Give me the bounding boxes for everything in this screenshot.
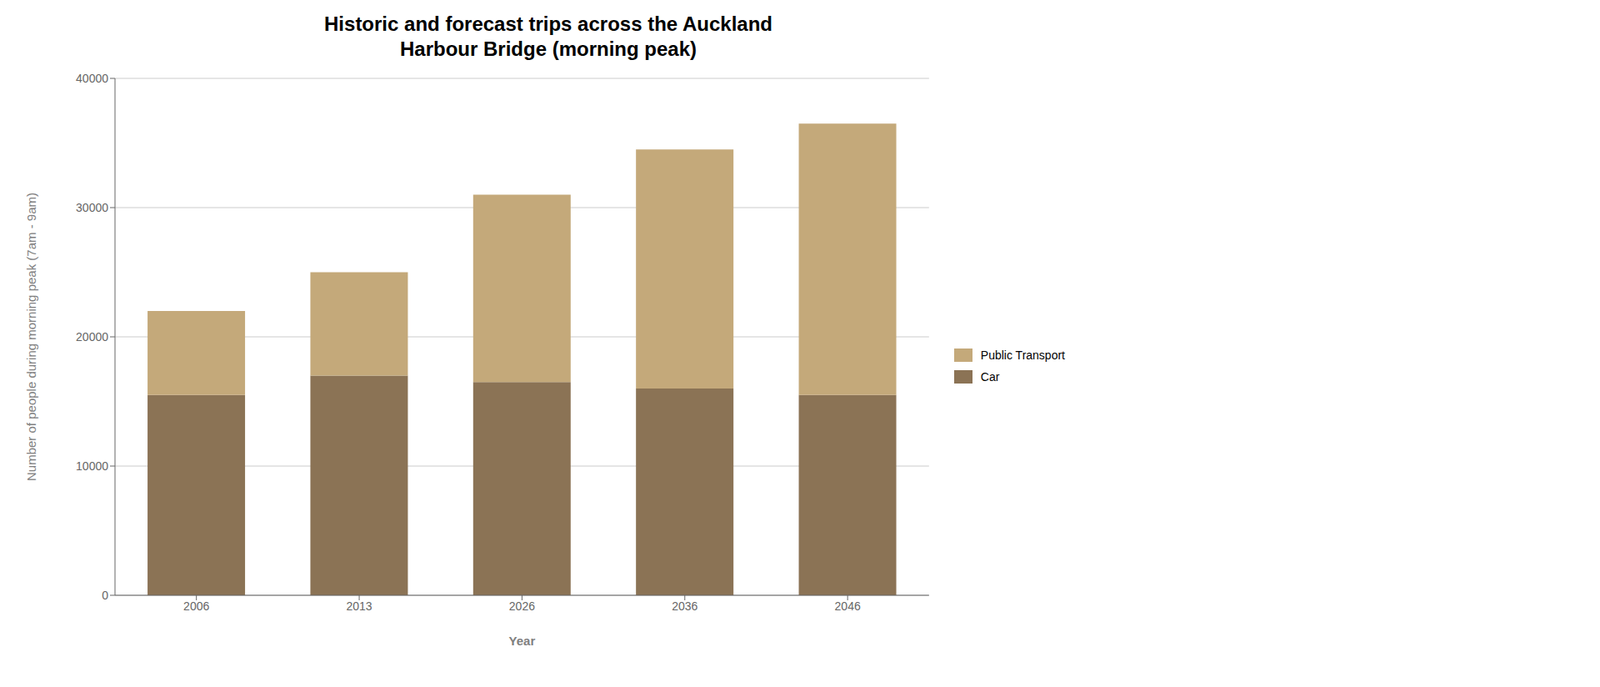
html-text:Car: Car bbox=[980, 370, 1000, 384]
svg-text:2013: 2013 bbox=[345, 599, 372, 613]
html-text:Public Transport: Public Transport bbox=[980, 348, 1065, 362]
svg-text:30000: 30000 bbox=[75, 200, 109, 215]
svg-text:2036: 2036 bbox=[671, 599, 698, 613]
svg-text:Year: Year bbox=[509, 633, 536, 648]
html-text:Harbour Bridge (morning peak): Harbour Bridge (morning peak) bbox=[400, 37, 697, 60]
svg-text:0: 0 bbox=[101, 588, 109, 602]
svg-text:2046: 2046 bbox=[835, 599, 861, 613]
svg-text:2006: 2006 bbox=[183, 599, 210, 613]
svg-text:2026: 2026 bbox=[509, 599, 535, 613]
svg-text:10000: 10000 bbox=[75, 459, 109, 473]
svg-text:20000: 20000 bbox=[75, 330, 109, 344]
svg-text:40000: 40000 bbox=[75, 71, 109, 85]
svg-text:Number of people during mornin: Number of people during morning peak (7a… bbox=[24, 192, 39, 481]
html-text:Historic and forecast trips ac: Historic and forecast trips across the A… bbox=[324, 12, 773, 35]
